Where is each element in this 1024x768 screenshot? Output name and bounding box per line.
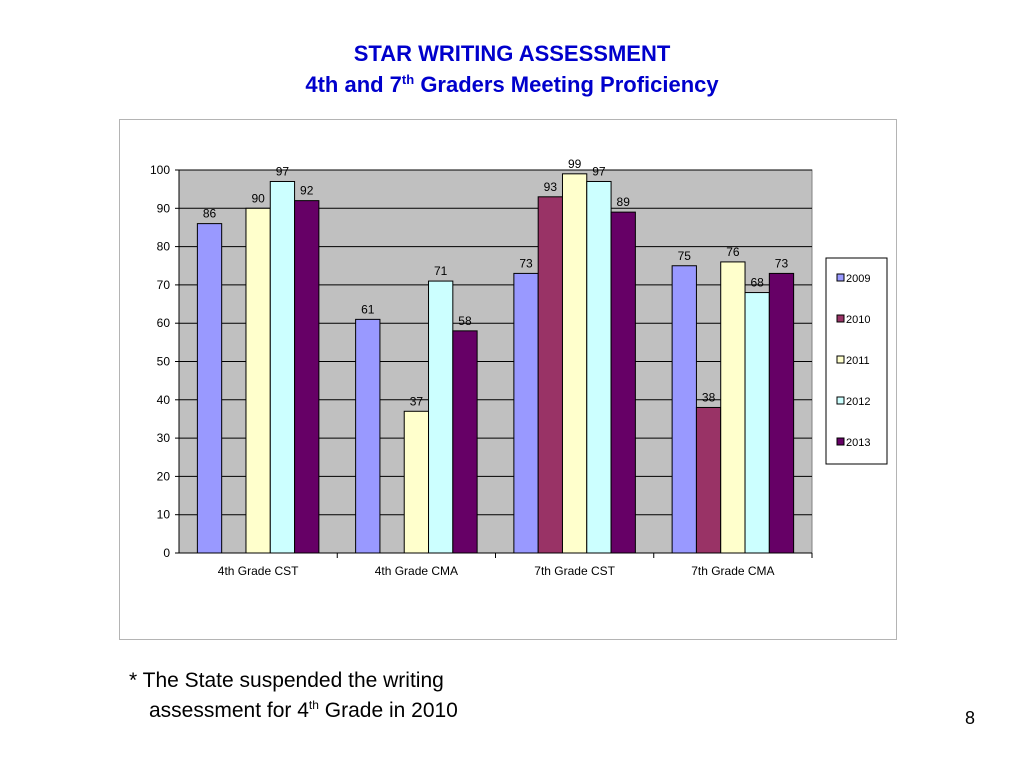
bar-2009 — [671, 265, 697, 554]
x-tick-label: 7th Grade CMA — [691, 564, 774, 578]
data-label: 99 — [568, 157, 582, 171]
data-label: 92 — [300, 184, 314, 198]
legend-swatch-2011 — [836, 355, 845, 364]
bar-2012 — [586, 180, 612, 554]
data-label: 37 — [410, 394, 424, 408]
legend-label-2010: 2010 — [846, 314, 870, 326]
title-superscript: th — [401, 72, 415, 87]
legend-swatch-2009 — [836, 273, 845, 282]
bar-2011 — [403, 410, 430, 554]
chart-area: 0 10 20 30 40 50 60 70 80 90 100 4th Grade CST 86 90 9… — [119, 119, 897, 640]
legend-label-2009: 2009 — [846, 273, 870, 285]
bar-2009 — [196, 223, 223, 554]
bar-2010 — [537, 196, 563, 554]
footnote-line-2-end: Grade in 2010 — [318, 699, 458, 722]
data-label: 58 — [458, 314, 472, 328]
bar-2012 — [428, 280, 454, 554]
bar-2013 — [452, 330, 478, 554]
x-tick-label: 4th Grade CMA — [375, 564, 458, 578]
y-tick-label: 20 — [157, 469, 171, 483]
footnote: * The State suspended the writing assess… — [129, 666, 458, 726]
bar-2012 — [269, 180, 296, 554]
bar-2011 — [245, 207, 271, 554]
data-label: 73 — [519, 256, 533, 270]
data-label: 89 — [617, 195, 631, 209]
data-label: 76 — [726, 245, 740, 259]
legend-swatch-2010 — [836, 314, 845, 323]
legend-swatch-2013 — [836, 437, 845, 446]
data-label: 38 — [702, 390, 716, 404]
bar-2010 — [695, 406, 722, 554]
data-label: 90 — [251, 191, 265, 205]
y-tick-label: 100 — [150, 163, 170, 177]
legend-label-2012: 2012 — [846, 396, 870, 408]
footnote-line-2-start: assessment for 4 — [149, 699, 309, 722]
data-label: 93 — [544, 180, 558, 194]
bar-chart: 0 10 20 30 40 50 60 70 80 90 100 4th Grade CST 86 90 9… — [150, 157, 888, 578]
bar-2013 — [610, 211, 636, 554]
title-line-1: STAR WRITING ASSESSMENT — [353, 41, 671, 66]
y-tick-label: 30 — [157, 431, 171, 445]
data-label: 71 — [434, 264, 448, 278]
data-label: 97 — [592, 164, 606, 178]
y-tick-label: 50 — [157, 355, 171, 369]
bar-2013 — [768, 272, 795, 554]
legend-label-2011: 2011 — [846, 355, 870, 367]
legend — [825, 257, 888, 465]
x-tick-label: 7th Grade CST — [534, 564, 615, 578]
y-tick-label: 90 — [157, 201, 171, 215]
legend-label-2013: 2013 — [846, 437, 870, 449]
data-label: 61 — [361, 302, 375, 316]
slide-title: STAR WRITING ASSESSMENT 4th and 7th Grad… — [0, 38, 1024, 100]
bar-2009 — [513, 272, 539, 554]
title-line-2-end: Graders Meeting Proficiency — [414, 72, 719, 97]
bar-2011 — [720, 261, 746, 554]
footnote-line-2: assessment for 4th Grade in 2010 — [129, 696, 458, 726]
data-label: 75 — [678, 249, 692, 263]
data-label: 73 — [775, 256, 789, 270]
bar-2013 — [294, 200, 320, 554]
y-tick-label: 0 — [163, 546, 170, 560]
bar-2009 — [355, 318, 381, 554]
y-tick-label: 80 — [157, 240, 171, 254]
y-tick-label: 10 — [157, 508, 171, 522]
footnote-line-1: * The State suspended the writing — [129, 669, 444, 692]
legend-swatch-2012 — [836, 396, 845, 405]
data-label: 86 — [203, 207, 217, 221]
x-tick-label: 4th Grade CST — [218, 564, 299, 578]
bar-2011 — [561, 173, 588, 554]
footnote-superscript: th — [308, 698, 319, 712]
title-line-2: 4th and 7th Graders Meeting Proficiency — [0, 69, 1024, 100]
y-tick-label: 60 — [157, 316, 171, 330]
bar-2012 — [744, 292, 770, 554]
y-tick-label: 70 — [157, 278, 171, 292]
data-label: 97 — [276, 164, 290, 178]
data-label: 68 — [750, 276, 764, 290]
title-line-2-start: 4th and 7 — [305, 72, 402, 97]
y-tick-label: 40 — [157, 393, 171, 407]
slide-number: 8 — [964, 708, 975, 728]
